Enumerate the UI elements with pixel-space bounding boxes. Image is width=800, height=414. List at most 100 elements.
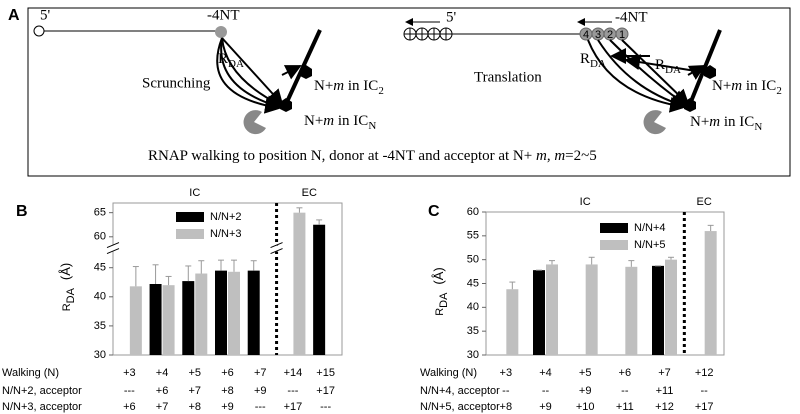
t: RNAP walking to position N, donor at -4N… [148,148,536,164]
table-cell: --- [320,401,331,413]
table-cell: -- [502,385,510,397]
acceptor [280,98,292,112]
label: N+m in IC2 [712,78,782,96]
label: -4NT [207,7,240,23]
bar [652,265,664,355]
plot-frame [485,211,725,356]
legend-swatch [600,223,628,233]
bar [506,289,519,355]
acceptor [300,65,312,79]
table-cell: +7 [189,385,202,397]
table-cell: +9 [579,385,592,397]
bar [195,273,208,355]
table-cell: --- [124,385,135,397]
panel-frame [27,7,791,177]
bar [247,270,260,355]
t: DA [590,58,606,70]
label: RDA [580,51,606,69]
row-label: N/N+2, acceptor [2,385,82,397]
chart: B 30 35 40 45 60 65 RDA (Å) IC EC N/N+2 N/N+3 Walking… [2,187,343,413]
y-tick-label: 45 [467,277,479,289]
section-label: IC [189,187,200,199]
t: 2 [776,85,782,97]
row-label: N/N+3, acceptor [2,401,82,413]
panel-label: A [8,7,20,24]
acceptor [704,65,716,79]
y-tick-label: 30 [94,349,106,361]
label: Scrunching [142,75,211,91]
panel-label: B [16,203,28,220]
t: m [333,78,344,94]
table-cell: +11 [616,401,634,413]
bar [533,270,545,355]
table-cell: -- [621,385,629,397]
t: R [580,51,590,67]
table-cell: +12 [655,401,674,413]
empty-beads [403,27,453,41]
y-label-unit: (Å) [58,263,73,280]
legend-label: N/N+3 [210,228,242,240]
table-cell: +9 [221,401,234,413]
t: in IC [334,113,368,129]
t: =2~5 [565,148,597,164]
t: m [323,113,334,129]
legend-label: N/N+2 [210,211,242,223]
t: in IC [742,78,776,94]
y-label-main: R [61,303,73,311]
axis-break [270,242,283,255]
table-cell: +7 [156,401,169,413]
t: DA [228,58,244,70]
bar [704,231,717,355]
section-label: IC [580,196,591,208]
plot-frame [112,202,343,356]
table-cell: +17 [284,401,303,413]
bar [162,285,175,355]
bar [585,264,598,355]
bar [313,224,326,355]
x-tick-label: +6 [221,367,234,379]
bar [293,212,306,355]
table-cell: +17 [695,401,714,413]
table-cell: +8 [500,401,513,413]
bead-label: 2 [607,29,613,41]
axis-break [270,245,283,252]
x-tick-label: +14 [284,367,303,379]
t: 2 [378,85,384,97]
x-tick-label: +3 [500,367,513,379]
legend-swatch [176,212,204,222]
label: N+m in ICN [304,113,376,131]
t: R [655,57,665,73]
t: m [709,114,720,130]
bar [149,284,162,355]
caption: RNAP walking to position N, donor at -4N… [148,148,597,164]
t: N+ [690,114,709,130]
section-label: EC [302,187,317,199]
table-cell: -- [701,385,709,397]
rnap [643,110,666,135]
row-label: N/N+4, acceptor [420,385,500,397]
label: Translation [474,69,542,85]
bar [215,270,227,355]
label: RDA [218,51,244,69]
y-tick-label: 65 [94,207,106,219]
bar [546,264,558,355]
axis-break [107,245,119,252]
t: N [368,120,376,132]
table-cell: +9 [539,401,552,413]
y-tick-label: 40 [94,291,106,303]
y-tick-label: 40 [467,301,479,313]
legend-swatch [600,240,628,250]
end-circle [33,25,45,37]
row-label: Walking (N) [2,367,59,379]
label: RDA [655,57,681,75]
table-cell: --- [287,385,298,397]
y-label-sub: DA [438,292,450,308]
y-tick-label: 60 [94,231,106,243]
bead-label: 4 [583,29,589,41]
y-tick-label: 35 [94,320,106,332]
bar [625,266,638,355]
chart: C 30 35 40 45 50 55 60 RDA (Å) IC EC N/N+4 N/N+5 Walki… [420,196,725,413]
y-tick-label: 60 [467,206,479,218]
